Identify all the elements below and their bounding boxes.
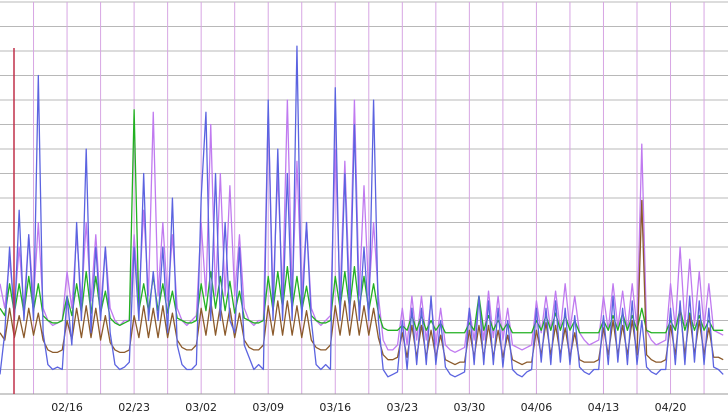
x-tick-label: 03/16 — [319, 401, 351, 414]
x-tick-label: 04/13 — [588, 401, 620, 414]
x-axis: 02/16 02/23 03/02 03/09 03/16 03/23 03/30 04/06… — [51, 401, 686, 414]
x-tick-label: 03/09 — [252, 401, 284, 414]
series-line — [0, 199, 724, 366]
x-tick-label: 03/02 — [185, 401, 217, 414]
x-tick-label: 02/16 — [51, 401, 83, 414]
x-tick-label: 03/30 — [454, 401, 486, 414]
plot — [0, 45, 724, 378]
x-tick-label: 04/20 — [655, 401, 687, 414]
series-line — [0, 45, 724, 378]
x-tick-label: 03/23 — [386, 401, 418, 414]
x-tick-label: 02/23 — [118, 401, 150, 414]
x-tick-label: 04/06 — [521, 401, 553, 414]
